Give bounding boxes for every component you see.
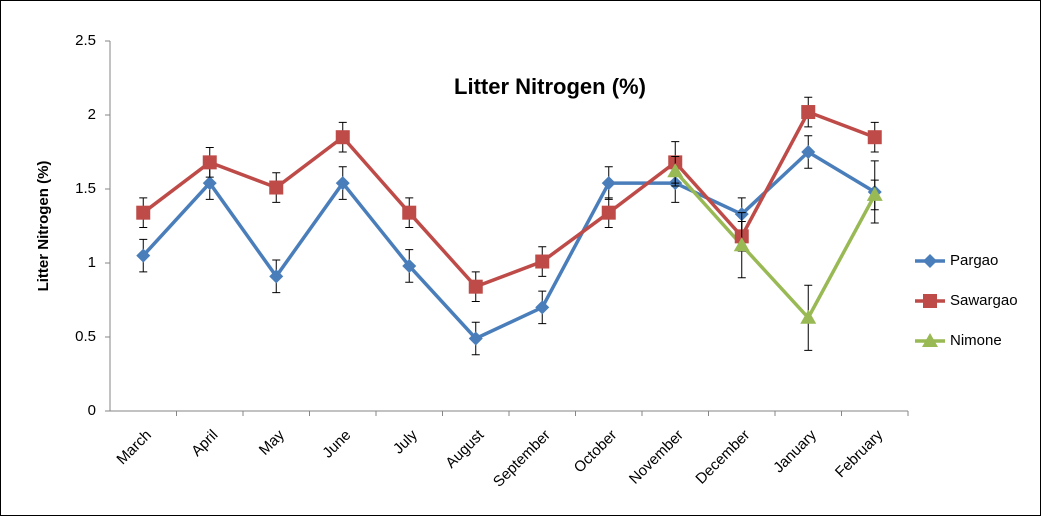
data-point (667, 163, 684, 178)
data-point (801, 105, 816, 120)
x-tick-label: October (571, 427, 621, 477)
data-point (468, 279, 483, 294)
data-point (801, 145, 816, 159)
data-point (202, 176, 217, 191)
legend-label: Nimone (950, 332, 1002, 349)
data-point (335, 130, 350, 145)
data-point (136, 205, 151, 220)
x-tick-label: July (390, 426, 421, 457)
legend-marker (922, 333, 938, 347)
x-tick-label: April (188, 427, 221, 460)
series-line (141, 149, 876, 341)
x-tick-label: January (770, 426, 820, 476)
data-point (867, 130, 882, 145)
x-tick-label: August (442, 426, 488, 472)
data-point (601, 176, 616, 191)
legend-label: Pargao (950, 252, 998, 269)
x-tick-label: December (692, 427, 753, 488)
data-point (800, 309, 817, 324)
data-point (269, 180, 284, 195)
y-tick-label: 1.5 (75, 180, 96, 197)
data-point (866, 186, 883, 201)
y-tick-label: 2.5 (75, 32, 96, 49)
data-point (535, 300, 550, 315)
y-axis-label: Litter Nitrogen (%) (35, 161, 52, 292)
data-point (402, 205, 417, 220)
y-tick-label: 2 (88, 106, 96, 123)
x-tick-label: June (319, 427, 354, 462)
data-point (601, 205, 616, 220)
data-point (733, 237, 750, 252)
x-tick-label: February (832, 426, 887, 481)
x-tick-label: September (490, 427, 554, 491)
y-tick-label: 1 (88, 254, 96, 271)
legend-marker (923, 294, 937, 308)
series-line (673, 170, 877, 321)
data-point (136, 248, 151, 263)
x-tick-label: November (626, 427, 687, 488)
legend-marker (923, 254, 937, 268)
y-tick-label: 0.5 (75, 328, 96, 345)
data-point (535, 254, 550, 269)
y-tick-label: 0 (88, 402, 96, 419)
data-point (335, 176, 350, 191)
data-point (269, 269, 284, 284)
data-point (468, 331, 483, 346)
chart-title: Litter Nitrogen (%) (454, 74, 646, 99)
data-point (202, 155, 217, 170)
x-tick-label: March (113, 427, 154, 468)
data-point (402, 258, 417, 273)
x-tick-label: May (256, 426, 288, 458)
series-line (142, 109, 876, 289)
legend-label: Sawargao (950, 292, 1018, 309)
